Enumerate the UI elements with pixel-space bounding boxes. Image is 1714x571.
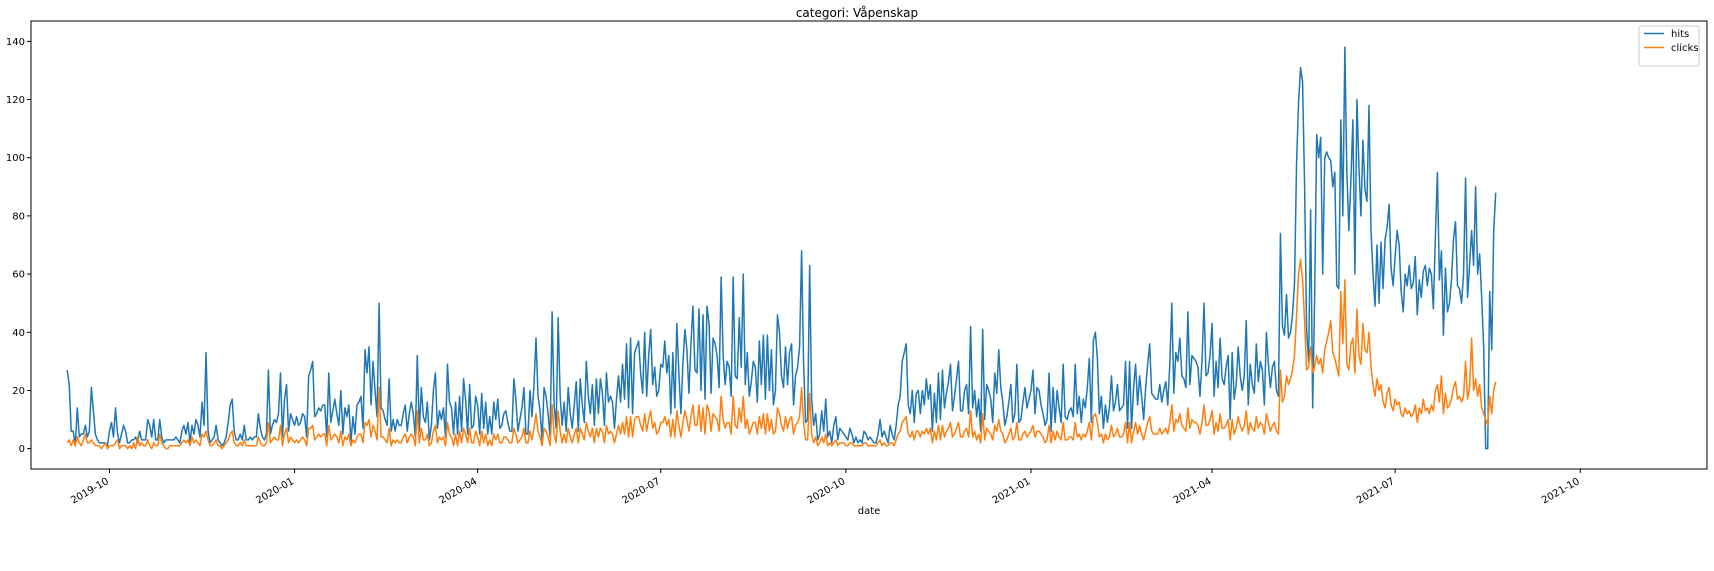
plot-frame <box>30 20 1708 470</box>
y-tick-label: 60 <box>12 270 25 281</box>
legend-label-clicks: clicks <box>1671 43 1699 54</box>
chart-title: categori: Våpenskap <box>796 6 918 20</box>
x-tick-label: 2021-01 <box>991 476 1033 506</box>
series-line-hits <box>66 46 1497 450</box>
y-tick-label: 20 <box>12 386 25 397</box>
x-tick-label: 2020-10 <box>806 476 848 506</box>
y-tick-label: 0 <box>19 444 25 455</box>
x-axis: 2019-10 2020-01 2020-04 2020-07 2020-10 2021-… <box>69 469 1582 506</box>
legend-label-hits: hits <box>1671 29 1689 40</box>
x-tick-label: 2021-07 <box>1355 476 1397 506</box>
y-tick-label: 80 <box>12 211 25 222</box>
y-tick-label: 140 <box>6 37 25 48</box>
series-layer <box>66 46 1497 450</box>
x-tick-label: 2019-10 <box>69 476 111 506</box>
x-axis-label: date <box>858 506 881 517</box>
legend-box <box>1638 25 1700 67</box>
series-line-clicks <box>66 258 1497 450</box>
legend: hits clicks <box>1638 25 1700 67</box>
y-tick-label: 120 <box>6 95 25 106</box>
x-tick-label: 2020-01 <box>254 476 296 506</box>
x-tick-label: 2021-04 <box>1172 476 1214 506</box>
x-tick-label: 2020-07 <box>621 476 663 506</box>
y-tick-label: 40 <box>12 328 25 339</box>
x-tick-label: 2021-10 <box>1540 476 1582 506</box>
y-tick-label: 100 <box>6 153 25 164</box>
y-axis: 0 20 40 60 80 100 120 140 <box>6 37 31 455</box>
x-tick-label: 2020-04 <box>437 476 479 506</box>
